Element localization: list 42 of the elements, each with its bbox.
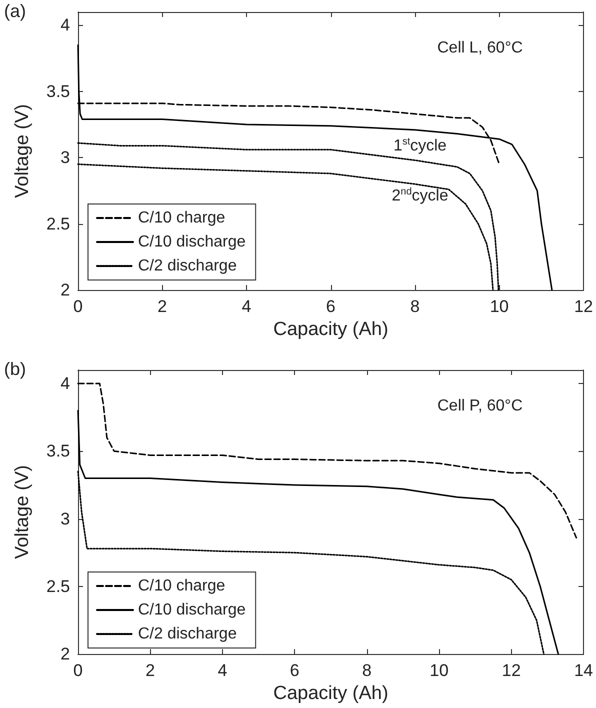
legend-label: C/10 discharge [138, 602, 246, 618]
x-axis-title: Capacity (Ah) [273, 318, 388, 340]
x-tick-label: 14 [574, 661, 594, 680]
chart-title: (b) [4, 359, 26, 379]
x-tick-label: 12 [502, 661, 521, 680]
x-tick-label: 8 [362, 661, 372, 680]
x-tick-label: 10 [430, 661, 449, 680]
y-tick-label: 3.5 [46, 82, 70, 101]
x-tick-label: 6 [326, 297, 336, 316]
x-tick-label: 2 [158, 297, 167, 316]
chart-title: (a) [4, 1, 26, 21]
x-tick-label: 4 [218, 661, 228, 680]
x-tick-label: 8 [410, 297, 420, 316]
legend-label: C/10 charge [138, 210, 226, 226]
y-tick-label: 2.5 [46, 214, 70, 234]
x-tick-label: 12 [574, 297, 594, 316]
x-tick-label: 0 [73, 661, 83, 680]
line-series [77, 470, 545, 655]
x-tick-label: 4 [242, 297, 252, 316]
legend-label: C/10 discharge [138, 234, 246, 250]
y-tick-label: 2.5 [46, 576, 70, 596]
x-tick-label: 0 [73, 297, 83, 316]
y-axis-title: Voltage (V) [12, 465, 33, 560]
x-axis-title: Capacity (Ah) [273, 683, 388, 704]
y-tick-label: 3 [60, 509, 70, 528]
y-tick-label: 3.5 [46, 442, 70, 461]
y-tick-label: 4 [60, 16, 70, 35]
x-tick-label: 2 [145, 661, 155, 680]
y-tick-label: 3 [60, 148, 70, 168]
y-axis-title: Voltage (V) [12, 104, 33, 198]
legend-label: C/2 discharge [138, 626, 237, 642]
legend-label: C/10 charge [138, 578, 226, 594]
line-series [77, 382, 578, 539]
x-tick-label: 6 [290, 661, 300, 680]
line-series [77, 163, 494, 291]
x-tick-label: 10 [490, 297, 509, 316]
y-tick-label: 2 [60, 280, 70, 300]
y-tick-label: 4 [60, 374, 70, 394]
y-tick-label: 2 [60, 644, 70, 664]
legend-label: C/2 discharge [138, 258, 237, 274]
annotation: Cell L, 60°C [437, 40, 523, 56]
annotation: Cell P, 60°C [437, 398, 523, 414]
